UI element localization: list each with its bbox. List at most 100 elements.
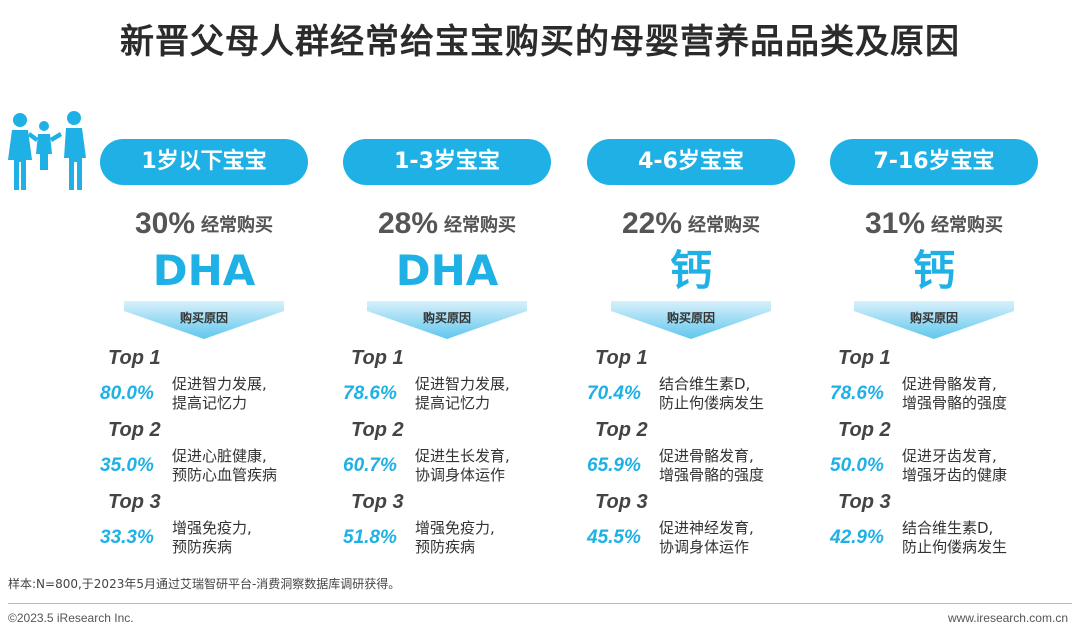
product-name: DHA (395, 246, 499, 295)
reason-line: 结合维生素D, (902, 519, 994, 537)
reason-description: 增强免疫力, 预防疾病 (172, 519, 252, 557)
reason-line: 增强骨骼的强度 (902, 394, 1008, 412)
page-title: 新晋父母人群经常给宝宝购买的母婴营养品品类及原因 (120, 22, 960, 62)
rank-label: Top 2 (838, 419, 891, 441)
product-name: 钙 (912, 246, 955, 295)
age-group-pill: 1岁以下宝宝 (100, 139, 308, 185)
reason-item: 78.6% 促进智力发展, 提高记忆力 (343, 371, 583, 417)
reason-item: 60.7% 促进生长发育, 协调身体运作 (343, 443, 583, 489)
age-group-pill: 1-3岁宝宝 (343, 139, 551, 185)
reason-percent: 51.8% (343, 527, 397, 548)
reason-percent: 80.0% (100, 383, 154, 404)
reason-percent: 78.6% (830, 383, 884, 404)
reason-list: Top 1 78.6% 促进智力发展, 提高记忆力 Top 2 60.7% 促进… (343, 345, 583, 561)
reason-item: 78.6% 促进骨骼发育, 增强骨骼的强度 (830, 371, 1070, 417)
frequency-label: 经常购买 (688, 215, 761, 236)
reason-item: 45.5% 促进神经发育, 协调身体运作 (587, 515, 827, 561)
reason-line: 促进骨骼发育, (659, 447, 754, 465)
reason-list: Top 1 70.4% 结合维生素D, 防止佝偻病发生 Top 2 65.9% … (587, 345, 827, 561)
product-name: 钙 (669, 246, 712, 295)
frequency-line: 31% 经常购买 (830, 207, 1038, 243)
rank-label: Top 3 (595, 491, 648, 513)
reason-percent: 70.4% (587, 383, 641, 404)
reason-description: 增强免疫力, 预防疾病 (415, 519, 495, 557)
reason-list: Top 1 80.0% 促进智力发展, 提高记忆力 Top 2 35.0% 促进… (100, 345, 340, 561)
reason-description: 结合维生素D, 防止佝偻病发生 (659, 375, 764, 413)
frequency-percent: 28% (377, 207, 439, 240)
reason-label: 购买原因 (422, 311, 471, 325)
reason-line: 预防心血管疾病 (172, 466, 278, 484)
reason-line: 防止佝偻病发生 (902, 538, 1008, 556)
frequency-label: 经常购买 (201, 215, 274, 236)
reason-line: 促进智力发展, (415, 375, 510, 393)
reason-percent: 35.0% (100, 455, 154, 476)
reason-line: 增强牙齿的健康 (902, 466, 1008, 484)
reason-banner: 购买原因 (343, 301, 551, 343)
rank-label: Top 3 (108, 491, 161, 513)
reason-label: 购买原因 (179, 311, 228, 325)
reason-line: 协调身体运作 (415, 466, 506, 484)
reason-line: 预防疾病 (172, 538, 233, 556)
reason-label: 购买原因 (909, 311, 958, 325)
reason-line: 增强免疫力, (172, 519, 252, 537)
reason-list: Top 1 78.6% 促进骨骼发育, 增强骨骼的强度 Top 2 50.0% … (830, 345, 1070, 561)
rank-label: Top 1 (108, 347, 161, 369)
reason-line: 促进生长发育, (415, 447, 510, 465)
rank-label: Top 3 (351, 491, 404, 513)
reason-item: 33.3% 增强免疫力, 预防疾病 (100, 515, 340, 561)
reason-line: 协调身体运作 (659, 538, 750, 556)
reason-line: 增强免疫力, (415, 519, 495, 537)
reason-banner: 购买原因 (587, 301, 795, 343)
reason-item: 51.8% 增强免疫力, 预防疾病 (343, 515, 583, 561)
frequency-label: 经常购买 (444, 215, 517, 236)
frequency-line: 30% 经常购买 (100, 207, 308, 243)
reason-line: 预防疾病 (415, 538, 476, 556)
reason-description: 促进神经发育, 协调身体运作 (659, 519, 754, 557)
reason-description: 促进智力发展, 提高记忆力 (172, 375, 267, 413)
website-link[interactable]: www.iresearch.com.cn (947, 611, 1068, 625)
reason-line: 提高记忆力 (172, 394, 248, 412)
reason-line: 促进神经发育, (659, 519, 754, 537)
rank-label: Top 2 (595, 419, 648, 441)
reason-percent: 50.0% (830, 455, 884, 476)
age-column-7-16: 7-16岁宝宝 31% 经常购买 钙 购买原因 Top 1 78.6% 促进骨骼发… (830, 139, 1038, 556)
reason-item: 35.0% 促进心脏健康, 预防心血管疾病 (100, 443, 340, 489)
reason-description: 促进生长发育, 协调身体运作 (415, 447, 510, 485)
reason-percent: 45.5% (587, 527, 641, 548)
reason-description: 结合维生素D, 防止佝偻病发生 (902, 519, 1007, 557)
age-column-under-1: 1岁以下宝宝 30% 经常购买 DHA 购买原因 Top 1 80.0% 促进智力… (100, 139, 308, 556)
reason-percent: 42.9% (830, 527, 884, 548)
rank-label: Top 1 (351, 347, 404, 369)
rank-label: Top 2 (351, 419, 404, 441)
rank-label: Top 1 (595, 347, 648, 369)
reason-percent: 60.7% (343, 455, 397, 476)
frequency-percent: 30% (134, 207, 196, 240)
reason-label: 购买原因 (666, 311, 715, 325)
frequency-percent: 22% (621, 207, 683, 240)
reason-description: 促进骨骼发育, 增强骨骼的强度 (902, 375, 1007, 413)
down-arrow-icon (124, 301, 284, 339)
reason-description: 促进心脏健康, 预防心血管疾病 (172, 447, 277, 485)
down-arrow-icon (367, 301, 527, 339)
frequency-line: 22% 经常购买 (587, 207, 795, 243)
reason-description: 促进牙齿发育, 增强牙齿的健康 (902, 447, 1007, 485)
reason-description: 促进智力发展, 提高记忆力 (415, 375, 510, 413)
age-column-1-3: 1-3岁宝宝 28% 经常购买 DHA 购买原因 Top 1 78.6% 促进智力… (343, 139, 551, 556)
down-arrow-icon (854, 301, 1014, 339)
reason-line: 促进心脏健康, (172, 447, 267, 465)
rank-label: Top 1 (838, 347, 891, 369)
frequency-label: 经常购买 (931, 215, 1004, 236)
reason-banner: 购买原因 (830, 301, 1038, 343)
rank-label: Top 2 (108, 419, 161, 441)
reason-item: 65.9% 促进骨骼发育, 增强骨骼的强度 (587, 443, 827, 489)
footer-divider (8, 603, 1072, 604)
sample-footnote: 样本:N=800,于2023年5月通过艾瑞智研平台-消费洞察数据库调研获得。 (8, 577, 401, 591)
frequency-line: 28% 经常购买 (343, 207, 551, 243)
reason-percent: 33.3% (100, 527, 154, 548)
reason-line: 促进骨骼发育, (902, 375, 997, 393)
reason-banner: 购买原因 (100, 301, 308, 343)
reason-percent: 78.6% (343, 383, 397, 404)
reason-line: 增强骨骼的强度 (659, 466, 765, 484)
product-name: DHA (152, 246, 256, 295)
reason-line: 促进牙齿发育, (902, 447, 997, 465)
